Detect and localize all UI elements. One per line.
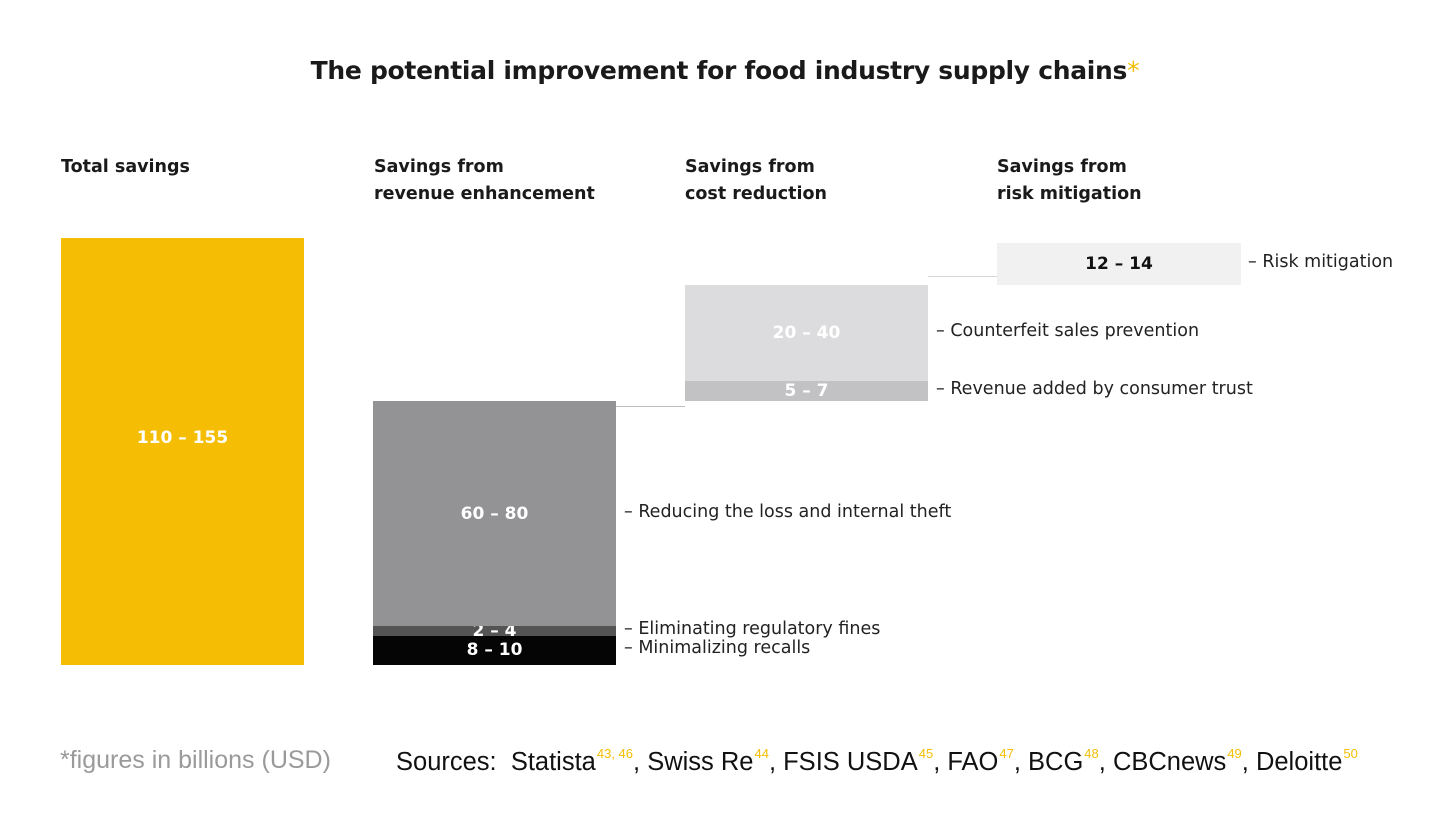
chart-title: The potential improvement for food indus… xyxy=(0,56,1450,85)
segment-label-counterfeit-sales-prevention: – Counterfeit sales prevention xyxy=(936,321,1200,342)
segment-bar-eliminating-regulatory-fines: 2 – 4 xyxy=(373,621,616,641)
source-name: Swiss Re xyxy=(647,748,754,776)
source-separator: , xyxy=(1013,748,1029,776)
source-reference: 50 xyxy=(1343,746,1358,761)
footnote: *figures in billions (USD) xyxy=(60,746,331,774)
total-savings-bar: 110 – 155 xyxy=(61,238,304,665)
column-header-revenue: Savings from revenue enhancement xyxy=(374,157,595,204)
segment-bar-reducing-the-loss-and-internal-theft: 60 – 80 xyxy=(373,400,616,627)
column-header-risk: Savings from risk mitigation xyxy=(997,157,1142,204)
source-reference: 45 xyxy=(918,746,934,761)
source-reference: 48 xyxy=(1084,746,1099,761)
sources-line: Sources: Statista43, 46, Swiss Re44, FSI… xyxy=(396,746,1358,777)
source-reference: 43, 46 xyxy=(596,746,634,761)
source-name: Statista xyxy=(510,748,596,776)
chart-title-text: The potential improvement for food indus… xyxy=(310,56,1128,85)
source-reference: 44 xyxy=(754,746,769,761)
source-separator: , xyxy=(768,748,784,776)
segment-label-risk-mitigation: – Risk mitigation xyxy=(1248,251,1394,272)
segment-bar-minimalizing-recalls: 8 – 10 xyxy=(373,635,616,665)
segment-label-revenue-added-by-consumer-trust: – Revenue added by consumer trust xyxy=(936,379,1253,400)
column-header-total: Total savings xyxy=(61,157,190,177)
segment-bar-counterfeit-sales-prevention: 20 – 40 xyxy=(685,284,928,382)
column-header-cost: Savings from cost reduction xyxy=(685,157,827,204)
segment-bar-revenue-added-by-consumer-trust: 5 – 7 xyxy=(685,381,928,401)
source-name: BCG xyxy=(1028,748,1084,776)
segment-label-eliminating-regulatory-fines: – Eliminating regulatory fines xyxy=(624,619,881,640)
sources-label: Sources: xyxy=(396,748,511,776)
source-reference: 49 xyxy=(1227,746,1242,761)
source-name: CBCnews xyxy=(1112,748,1227,776)
source-name: Deloitte xyxy=(1255,748,1343,776)
segment-bar-risk-mitigation: 12 – 14 xyxy=(997,242,1241,285)
source-name: FAO xyxy=(947,748,999,776)
source-separator: , xyxy=(1241,748,1256,776)
source-name: FSIS USDA xyxy=(783,748,918,776)
source-separator: , xyxy=(1098,748,1113,776)
source-reference: 47 xyxy=(999,746,1014,761)
segment-label-reducing-the-loss-and-internal-theft: – Reducing the loss and internal theft xyxy=(624,501,952,522)
source-separator: , xyxy=(633,748,648,776)
source-separator: , xyxy=(933,748,948,776)
segment-label-minimalizing-recalls: – Minimalizing recalls xyxy=(624,638,811,659)
title-footnote-marker: * xyxy=(1127,56,1140,85)
